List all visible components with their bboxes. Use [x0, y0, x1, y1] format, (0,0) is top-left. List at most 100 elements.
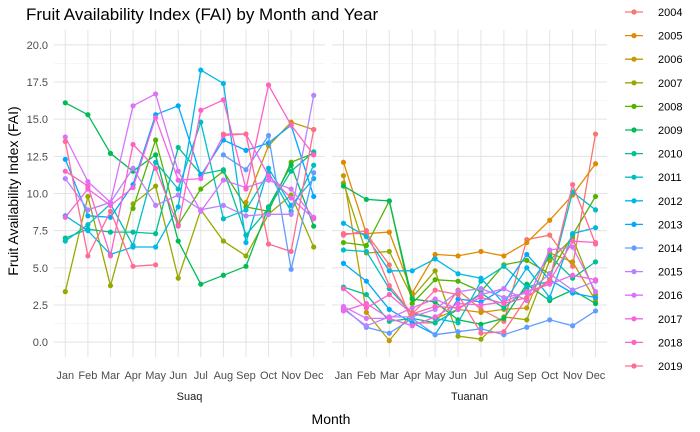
data-point-2019 [478, 330, 484, 336]
legend-label: 2011 [658, 172, 682, 184]
data-point-2014 [311, 170, 317, 176]
data-point-2013 [386, 306, 392, 313]
data-point-2015 [363, 323, 369, 329]
data-point-2017 [386, 315, 392, 321]
data-point-2014 [455, 329, 461, 335]
series-line-2006 [342, 175, 597, 342]
data-point-2016 [288, 186, 294, 192]
legend-label: 2015 [658, 267, 682, 279]
data-point-2011 [363, 248, 369, 255]
data-point-2016 [153, 91, 159, 97]
data-point-2009 [153, 152, 159, 158]
data-point-2016 [62, 134, 68, 140]
data-point-2017 [363, 300, 369, 307]
legend-key-point [631, 80, 637, 86]
data-point-2013 [592, 294, 599, 301]
data-point-2008 [198, 186, 204, 192]
x-tick-label: May [425, 370, 446, 382]
series-line-2016 [64, 92, 315, 218]
data-point-2014 [432, 332, 438, 338]
legend-key-point [631, 269, 637, 275]
data-point-2018 [432, 303, 438, 310]
data-point-2010 [363, 291, 369, 298]
data-point-2004 [386, 262, 392, 268]
series-line-2013 [343, 253, 596, 336]
legend-label: 2010 [658, 149, 682, 161]
legend-key-point [631, 127, 637, 133]
data-point-2016 [340, 303, 347, 310]
data-point-2015 [85, 207, 91, 213]
data-point-2018 [311, 152, 317, 158]
data-point-2018 [288, 122, 294, 128]
data-point-2013 [340, 260, 347, 266]
data-point-2015 [570, 287, 576, 293]
data-point-2007 [432, 268, 438, 274]
data-point-2016 [175, 168, 181, 174]
data-point-2017 [409, 323, 415, 329]
data-point-2015 [243, 213, 249, 219]
data-point-2019 [592, 241, 599, 247]
data-point-2017 [288, 195, 294, 201]
data-point-2015 [501, 294, 507, 301]
data-point-2018 [363, 305, 369, 311]
data-point-2010 [153, 231, 159, 237]
series-line-2013 [64, 104, 315, 218]
series-line-2009 [343, 185, 596, 325]
data-point-2009 [85, 112, 91, 118]
data-point-2013 [175, 103, 181, 109]
data-point-2005 [455, 253, 461, 259]
data-point-2011 [455, 320, 461, 326]
data-point-2019 [363, 228, 369, 234]
x-tick-label: Jul [474, 370, 488, 382]
legend-key-point [631, 151, 637, 157]
data-point-2012 [340, 220, 347, 226]
legend-label: 2019 [658, 361, 682, 373]
data-point-2019 [501, 329, 507, 335]
data-point-2017 [592, 277, 599, 283]
data-point-2009 [501, 315, 507, 321]
legend-label: 2006 [658, 54, 682, 66]
data-point-2011 [198, 119, 204, 125]
data-point-2016 [570, 244, 576, 250]
x-tick-label: Apr [124, 370, 141, 382]
data-point-2019 [455, 291, 461, 298]
data-point-2018 [340, 286, 347, 292]
data-point-2005 [547, 217, 553, 223]
x-tick-label: Nov [563, 370, 583, 382]
data-point-2017 [130, 184, 136, 191]
data-point-2007 [62, 289, 68, 295]
data-point-2008 [340, 239, 347, 246]
series-line-2018 [64, 83, 315, 259]
legend-key-point [631, 33, 637, 39]
series-line-2007 [64, 184, 315, 292]
data-point-2016 [409, 305, 415, 311]
x-tick-label: Feb [357, 370, 376, 382]
data-point-2018 [501, 300, 507, 307]
data-point-2007 [85, 193, 91, 200]
x-tick-label: Feb [78, 370, 97, 382]
facet-label: Suaq [177, 391, 203, 403]
data-point-2009 [311, 223, 317, 229]
data-point-2009 [478, 321, 484, 327]
data-point-2016 [85, 179, 91, 185]
data-point-2011 [175, 186, 181, 192]
y-tick-label: 12.5 [27, 151, 48, 163]
data-point-2019 [265, 241, 272, 247]
legend-label: 2008 [658, 101, 682, 113]
y-tick-label: 7.5 [33, 226, 48, 238]
legend-label: 2013 [658, 219, 682, 231]
x-tick-label: Nov [281, 370, 301, 382]
data-point-2012 [409, 268, 415, 274]
legend-key-point [631, 292, 637, 298]
y-tick-label: 2.5 [33, 300, 48, 312]
x-tick-label: Aug [494, 370, 514, 382]
data-point-2011 [220, 216, 226, 222]
data-point-2015 [62, 176, 68, 182]
data-point-2019 [220, 131, 226, 137]
data-point-2012 [198, 67, 204, 73]
data-point-2017 [265, 173, 272, 179]
data-point-2008 [363, 242, 369, 249]
data-point-2017 [570, 272, 576, 278]
data-point-2018 [198, 107, 204, 113]
data-point-2009 [340, 183, 347, 189]
